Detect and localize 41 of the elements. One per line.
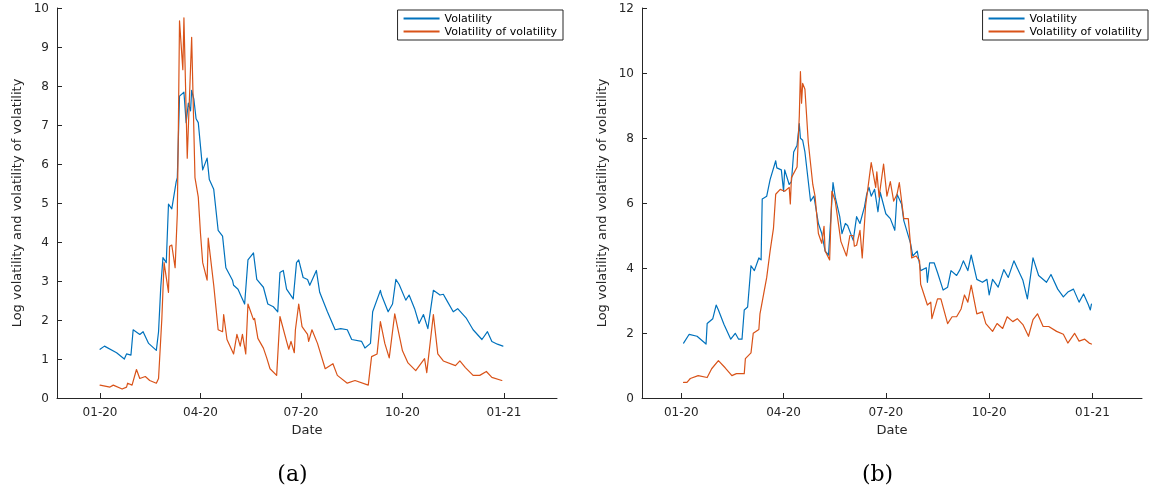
y-tick-label: 1 xyxy=(41,352,49,366)
y-tick-label: 0 xyxy=(626,391,634,405)
x-tick-label: 10-20 xyxy=(971,405,1007,419)
legend-label: Volatility of volatility xyxy=(1029,25,1143,38)
y-tick-label: 10 xyxy=(33,1,49,15)
x-tick-label: 01-21 xyxy=(486,405,522,419)
y-tick-label: 8 xyxy=(41,79,49,93)
x-tick-label: 04-20 xyxy=(183,405,218,419)
text: (a) xyxy=(277,460,308,486)
legend-label: Volatility xyxy=(444,12,493,25)
y-tick-label: 12 xyxy=(618,1,634,15)
line-series xyxy=(682,123,1093,345)
legend-label: Volatility xyxy=(1029,12,1078,25)
y-tick-label: 3 xyxy=(41,274,49,288)
y-tick-label: 0 xyxy=(41,391,49,405)
x-tick-label: 07-20 xyxy=(283,405,319,419)
legend-label: Volatility of volatility xyxy=(444,25,558,38)
line-series xyxy=(682,71,1093,383)
x-tick-label: 04-20 xyxy=(766,405,802,419)
y-tick-label: 4 xyxy=(626,261,634,275)
y-tick-label: 5 xyxy=(41,196,49,210)
y-tick-label: 6 xyxy=(41,157,49,171)
text: (b) xyxy=(861,460,894,486)
y-tick-label: 2 xyxy=(626,326,634,340)
x-tick-label: 01-21 xyxy=(1075,405,1110,419)
y-tick-label: 2 xyxy=(41,313,49,327)
x-tick-label: 01-20 xyxy=(663,405,699,419)
y-axis-title: Log volatility and volatility of volatility xyxy=(593,78,609,328)
y-tick-label: 10 xyxy=(618,66,634,80)
x-tick-label: 01-20 xyxy=(82,405,118,419)
x-tick-label: 07-20 xyxy=(868,405,904,419)
x-axis-title: Date xyxy=(876,421,908,437)
y-tick-label: 4 xyxy=(41,235,49,249)
y-axis-title: Log volatility and volatility of volatility xyxy=(8,78,24,328)
y-tick-label: 6 xyxy=(626,196,634,210)
line-series xyxy=(99,89,504,360)
x-tick-label: 10-20 xyxy=(385,405,420,419)
y-tick-label: 9 xyxy=(41,40,49,54)
y-tick-label: 8 xyxy=(626,131,634,145)
y-tick-label: 7 xyxy=(41,118,49,132)
x-axis-title: Date xyxy=(291,421,323,437)
